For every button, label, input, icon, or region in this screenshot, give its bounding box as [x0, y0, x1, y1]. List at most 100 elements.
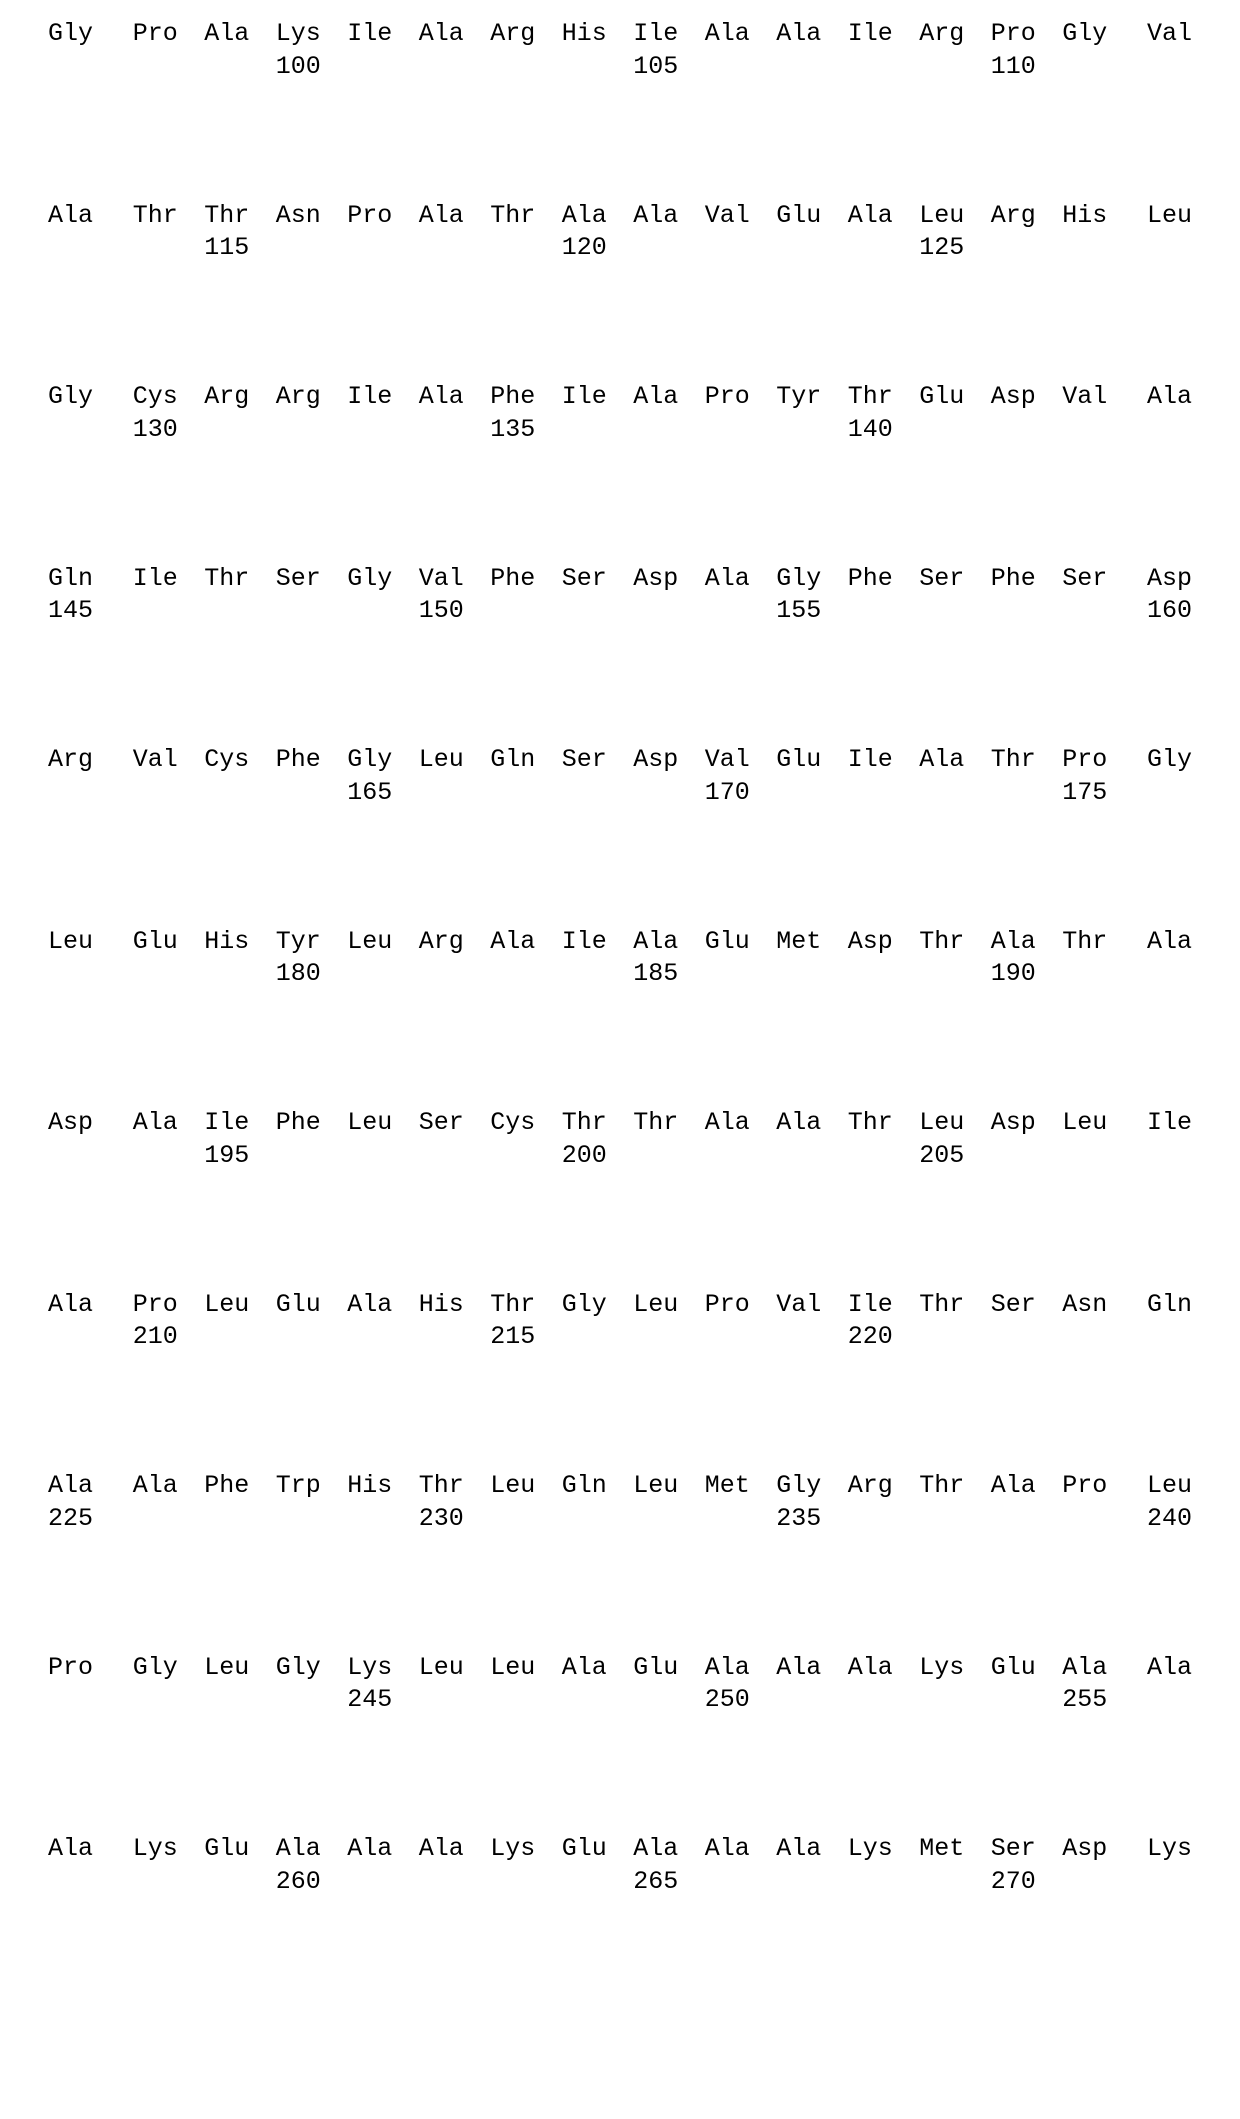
residue: Ala [763, 1654, 835, 1682]
position-number [120, 52, 192, 82]
position-number [48, 415, 120, 445]
position-number [263, 415, 335, 445]
position-number [406, 1141, 478, 1171]
residue: Pro [120, 1291, 192, 1319]
residue: Leu [906, 1109, 978, 1137]
residue: Leu [191, 1291, 263, 1319]
position-number [906, 415, 978, 445]
sequence-block: LeuGluHisTyrLeuArgAlaIleAlaGluMetAspThrA… [48, 928, 1192, 990]
position-number [906, 1322, 978, 1352]
position-number [406, 233, 478, 263]
residue: Cys [191, 746, 263, 774]
position-number: 185 [620, 959, 692, 989]
residue: Leu [191, 1654, 263, 1682]
residue: Gly [1121, 746, 1193, 774]
sequence-block: ArgValCysPheGlyLeuGlnSerAspValGluIleAlaT… [48, 746, 1192, 808]
sequence-block: ProGlyLeuGlyLysLeuLeuAlaGluAlaAlaAlaLysG… [48, 1654, 1192, 1716]
residue: Glu [763, 202, 835, 230]
position-number [978, 1322, 1050, 1352]
position-number: 140 [835, 415, 907, 445]
residue: Val [120, 746, 192, 774]
position-number [549, 52, 621, 82]
position-number [978, 1685, 1050, 1715]
position-number-row: 145 150 155 160 [48, 596, 1192, 626]
position-number [120, 778, 192, 808]
sequence-block: GlyProAlaLysIleAlaArgHisIleAlaAlaIleArgP… [48, 20, 1192, 82]
residue: Glu [120, 928, 192, 956]
position-number: 115 [191, 233, 263, 263]
residue: Asp [835, 928, 907, 956]
position-number [334, 1141, 406, 1171]
residue: Ala [48, 202, 120, 230]
position-number [477, 778, 549, 808]
residue: His [406, 1291, 478, 1319]
residue: Glu [191, 1835, 263, 1863]
position-number-row: 260 265 270 [48, 1867, 1192, 1897]
sequence-block: GlyCysArgArgIleAlaPheIleAlaProTyrThrGluA… [48, 383, 1192, 445]
position-number [1049, 52, 1121, 82]
residue: Ile [120, 565, 192, 593]
position-number [263, 233, 335, 263]
position-number [835, 596, 907, 626]
residue: Leu [1049, 1109, 1121, 1137]
residue: Ile [334, 20, 406, 48]
residue: Gly [549, 1291, 621, 1319]
position-number [120, 959, 192, 989]
position-number [191, 959, 263, 989]
residue: Pro [334, 202, 406, 230]
position-number [906, 959, 978, 989]
position-number: 200 [549, 1141, 621, 1171]
position-number [406, 52, 478, 82]
residue: Leu [1121, 202, 1193, 230]
residue: His [549, 20, 621, 48]
position-number-row: 225 230 235 240 [48, 1504, 1192, 1534]
position-number-row: 180 185 190 [48, 959, 1192, 989]
position-number [906, 52, 978, 82]
position-number: 235 [763, 1504, 835, 1534]
residue: Ala [263, 1835, 335, 1863]
position-number [1049, 1504, 1121, 1534]
residue-row: GlnIleThrSerGlyValPheSerAspAlaGlyPheSerP… [48, 565, 1192, 593]
residue: Leu [906, 202, 978, 230]
residue: Ile [549, 928, 621, 956]
residue: Arg [406, 928, 478, 956]
position-number: 230 [406, 1504, 478, 1534]
position-number [549, 596, 621, 626]
position-number [692, 1504, 764, 1534]
residue: Ile [334, 383, 406, 411]
residue: Asn [263, 202, 335, 230]
position-number [191, 1504, 263, 1534]
residue: Ala [477, 928, 549, 956]
residue: Ala [1121, 928, 1193, 956]
residue-row: GlyCysArgArgIleAlaPheIleAlaProTyrThrGluA… [48, 383, 1192, 411]
residue: Gly [763, 1472, 835, 1500]
position-number [692, 415, 764, 445]
residue: Thr [191, 202, 263, 230]
residue: Thr [1049, 928, 1121, 956]
residue: Ile [835, 1291, 907, 1319]
position-number: 100 [263, 52, 335, 82]
position-number: 170 [692, 778, 764, 808]
residue-row: AlaProLeuGluAlaHisThrGlyLeuProValIleThrS… [48, 1291, 1192, 1319]
residue: Arg [263, 383, 335, 411]
residue: Ala [120, 1109, 192, 1137]
residue: Ala [620, 1835, 692, 1863]
position-number [906, 1685, 978, 1715]
position-number [763, 959, 835, 989]
residue: Asp [978, 383, 1050, 411]
residue: Ile [191, 1109, 263, 1137]
position-number [48, 1322, 120, 1352]
residue: Ala [692, 1654, 764, 1682]
position-number [549, 959, 621, 989]
position-number [191, 1867, 263, 1897]
sequence-block: AlaLysGluAlaAlaAlaLysGluAlaAlaAlaLysMetS… [48, 1835, 1192, 1897]
residue-row: ArgValCysPheGlyLeuGlnSerAspValGluIleAlaT… [48, 746, 1192, 774]
residue: Phe [835, 565, 907, 593]
residue: Ile [1121, 1109, 1193, 1137]
position-number [906, 1867, 978, 1897]
position-number [263, 1322, 335, 1352]
position-number [334, 596, 406, 626]
residue: Ala [906, 746, 978, 774]
position-number: 145 [48, 596, 120, 626]
position-number [763, 52, 835, 82]
